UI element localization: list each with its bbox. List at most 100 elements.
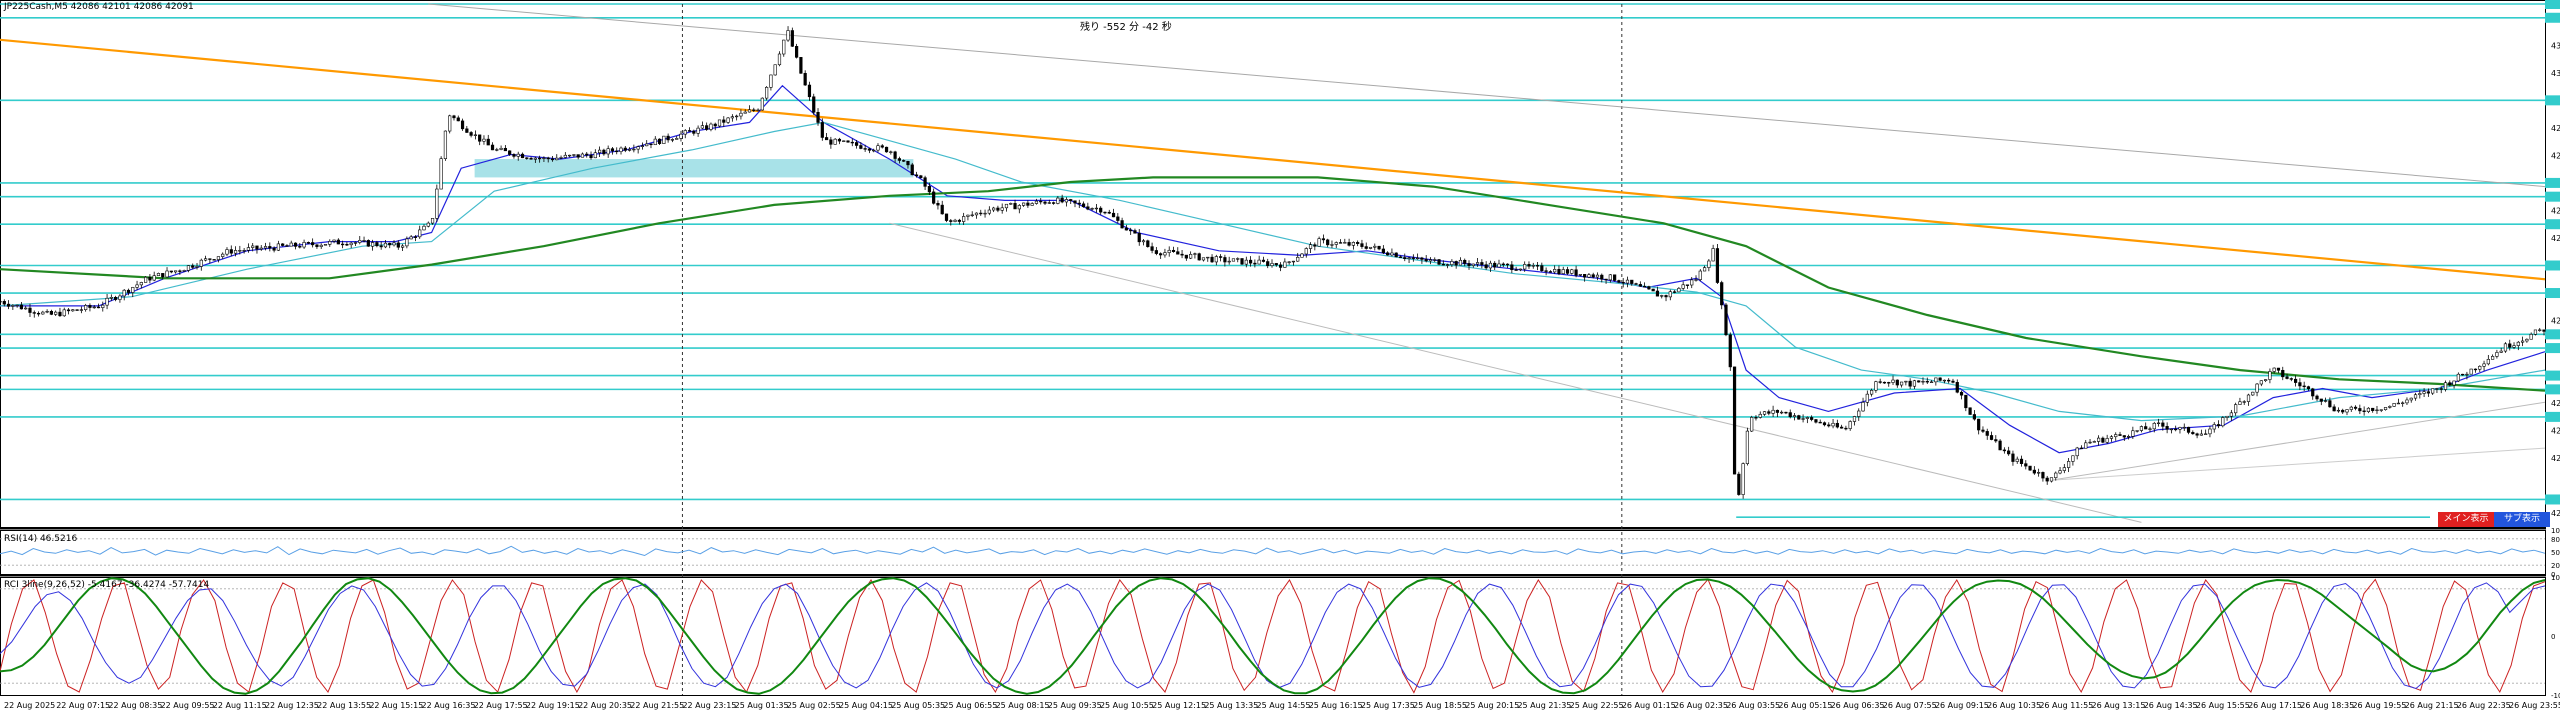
candle-body [2101, 437, 2105, 443]
candle-body [1647, 286, 1651, 290]
candle-body [105, 297, 109, 306]
main-display-button[interactable]: メイン表示 [2438, 512, 2494, 527]
candle-body [1124, 227, 1128, 231]
candle-body [1278, 264, 1283, 268]
candle-body [1792, 415, 1797, 418]
candle-body [2118, 434, 2122, 436]
candle-body [1840, 426, 1844, 429]
candle-body [1741, 463, 1745, 495]
candle-body [1004, 203, 1009, 209]
candle-body [268, 246, 272, 249]
time-axis-label: 26 Aug 14:35 [2144, 701, 2198, 710]
candle-body [2075, 447, 2079, 457]
level-price-tag [2545, 329, 2560, 340]
candle-body [1690, 279, 1694, 286]
candle-body [1296, 256, 1300, 262]
candle-body [1219, 256, 1223, 258]
candle-body [1000, 207, 1004, 211]
candle-body [2435, 388, 2439, 390]
candle-body [1176, 251, 1180, 255]
candle-body [1754, 417, 1758, 419]
candle-body [765, 87, 769, 99]
candle-body [1518, 268, 1523, 271]
candle-body [1925, 380, 1929, 383]
candle-body [1784, 411, 1788, 414]
candle-body [872, 149, 876, 152]
price-axis-label: 42708 [2551, 234, 2560, 243]
level-price-tag [2545, 384, 2560, 395]
candle-body [1047, 202, 1051, 204]
candle-body [1141, 240, 1146, 243]
time-axis-label: 22 Aug 23:15 [682, 701, 736, 710]
candle-body [902, 160, 906, 162]
time-axis-label: 22 Aug 13:55 [317, 701, 371, 710]
candle-body [1775, 409, 1779, 413]
candle-body [606, 148, 610, 155]
candle-body [1368, 246, 1373, 249]
candle-body [1283, 261, 1287, 268]
time-axis-label: 26 Aug 19:55 [2352, 701, 2406, 710]
moving-average-line [0, 176, 2546, 392]
candle-body [884, 146, 889, 153]
rci-axis-label: 0 [2551, 633, 2555, 641]
level-price-tag [2545, 370, 2560, 381]
candle-body [512, 154, 516, 157]
candle-body [263, 246, 268, 249]
time-axis-label: 26 Aug 03:55 [1726, 701, 1780, 710]
candle-body [559, 157, 563, 159]
rsi-axis-label: 20 [2551, 562, 2560, 570]
candle-body [1300, 253, 1304, 258]
candle-body [666, 135, 670, 141]
candle-body [756, 109, 760, 112]
candle-body [1621, 282, 1625, 284]
candle-body [2096, 437, 2101, 442]
time-axis-label: 26 Aug 02:35 [1674, 701, 1728, 710]
time-axis-label: 22 Aug 11:15 [213, 701, 267, 710]
candle-body [2276, 367, 2281, 371]
candle-body [1698, 270, 1702, 280]
candle-body [1103, 211, 1107, 214]
candle-body [1968, 407, 1972, 415]
candle-body [1797, 415, 1801, 420]
candle-body [1334, 242, 1338, 245]
candle-body [739, 112, 743, 117]
candle-body [944, 213, 949, 221]
candle-body [824, 137, 829, 141]
rci-axis-label: 100 [2551, 574, 2560, 582]
candle-body [1069, 199, 1073, 202]
sub-display-button[interactable]: サブ表示 [2494, 512, 2550, 527]
candle-body [289, 242, 293, 247]
candle-body [1009, 203, 1013, 205]
candle-body [1852, 416, 1857, 422]
candle-body [722, 119, 726, 123]
candle-body [2007, 450, 2011, 455]
candle-body [499, 147, 503, 150]
candle-body [1758, 413, 1762, 418]
candle-body [460, 120, 465, 130]
candle-body [1411, 257, 1415, 259]
candle-body [1942, 379, 1947, 382]
time-axis-label: 22 Aug 20:35 [578, 701, 632, 710]
time-axis-label: 26 Aug 06:35 [1831, 701, 1885, 710]
candle-body [2443, 382, 2448, 390]
candle-body [2388, 406, 2392, 408]
candle-body [550, 158, 555, 161]
time-axis-label: 26 Aug 18:35 [2300, 701, 2354, 710]
candle-body [379, 245, 383, 248]
candle-body [2349, 406, 2353, 410]
candle-body [2126, 436, 2131, 438]
time-axis-label: 22 Aug 2025 [4, 701, 55, 710]
candle-body [1818, 421, 1822, 424]
candle-body [24, 307, 28, 310]
candle-body [2529, 334, 2533, 340]
candle-body [2225, 415, 2229, 418]
candle-body [2139, 426, 2144, 431]
rsi-line [0, 545, 2546, 557]
candle-body [229, 249, 233, 254]
candle-body [456, 117, 460, 122]
candle-body [1527, 264, 1531, 267]
time-axis-label: 26 Aug 10:35 [1987, 701, 2041, 710]
candle-body [2148, 428, 2152, 430]
candle-body [71, 309, 75, 312]
